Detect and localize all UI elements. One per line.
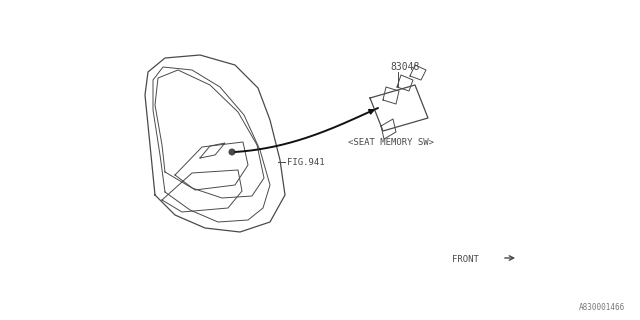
Text: FRONT: FRONT	[452, 255, 479, 265]
Text: 83048: 83048	[390, 62, 419, 72]
Text: FIG.941: FIG.941	[287, 157, 324, 166]
Circle shape	[228, 148, 236, 156]
Text: <SEAT MEMORY SW>: <SEAT MEMORY SW>	[348, 138, 434, 147]
Text: A830001466: A830001466	[579, 303, 625, 312]
